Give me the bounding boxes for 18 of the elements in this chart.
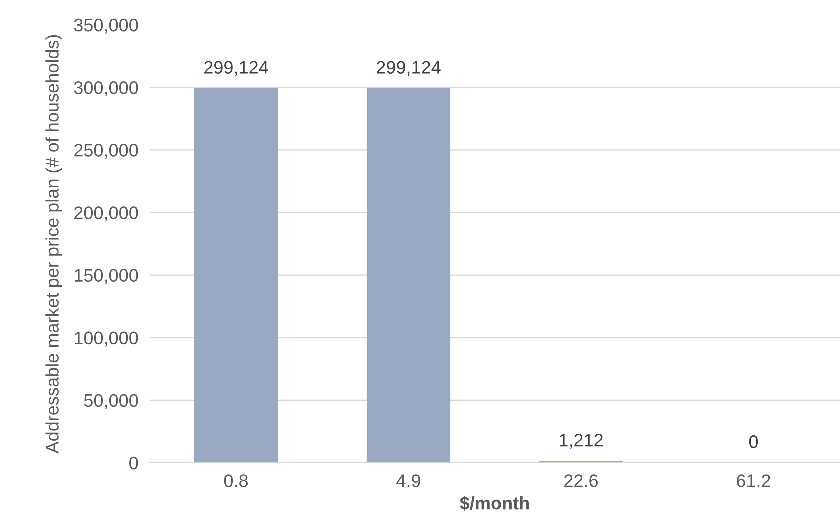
y-tick-label: 100,000	[75, 332, 138, 347]
y-tick-label: 250,000	[74, 144, 138, 159]
data-label: 0	[749, 436, 758, 448]
x-tick-label: 4.9	[396, 474, 420, 488]
y-tick-label: 0	[130, 456, 138, 470]
y-axis-title: Addressable market per price plan (# of households)	[46, 35, 63, 454]
data-label: 299,124	[204, 61, 268, 76]
x-tick-label: 0.8	[224, 474, 248, 488]
y-tick-label: 50,000	[84, 394, 138, 410]
y-tick-label: 300,000	[74, 82, 138, 96]
y-tick-label: 200,000	[74, 206, 138, 222]
data-label: 1,212	[560, 434, 603, 449]
y-tick-label: 150,000	[75, 269, 138, 284]
x-tick-label: 22.6	[564, 474, 598, 488]
y-tick-label: 350,000	[74, 18, 138, 34]
x-tick-label: 61.2	[737, 474, 770, 488]
x-axis-title: $/month	[460, 496, 529, 511]
data-label: 299,124	[377, 61, 441, 76]
